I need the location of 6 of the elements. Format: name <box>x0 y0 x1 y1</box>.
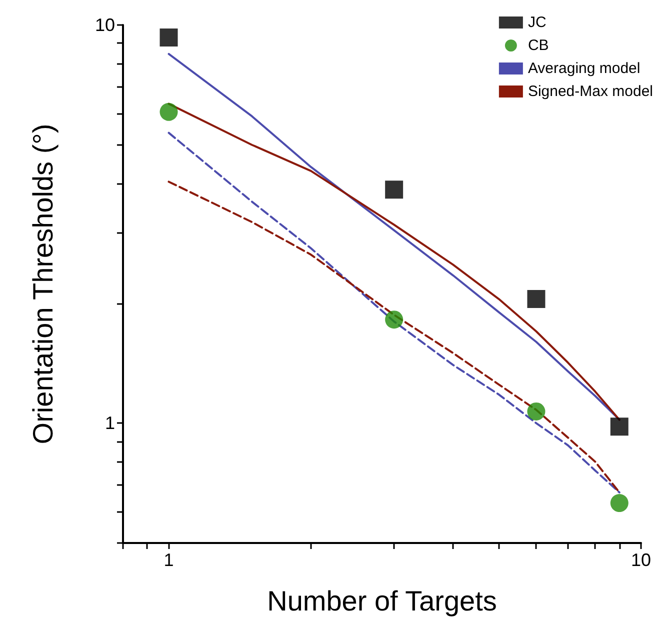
legend-label: Averaging model <box>528 60 640 77</box>
legend-label: Signed-Max model <box>528 83 653 100</box>
y-axis-title: Orientation Thresholds (°) <box>28 124 58 444</box>
x-axis-title: Number of Targets <box>267 586 497 616</box>
legend-label: CB <box>528 37 549 54</box>
legend-label: JC <box>528 14 546 31</box>
